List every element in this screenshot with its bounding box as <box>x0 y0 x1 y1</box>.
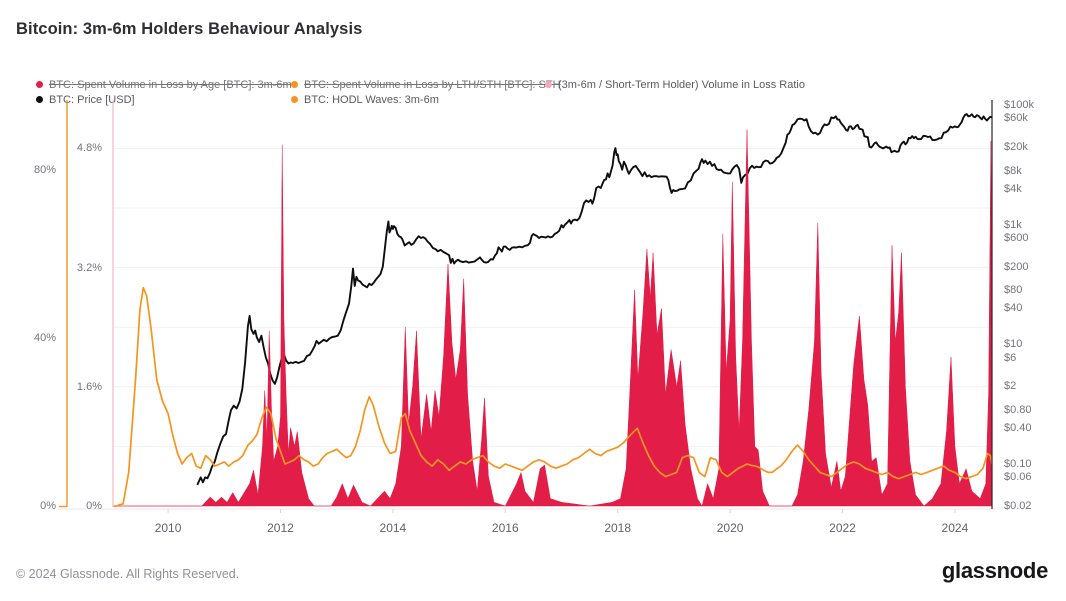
legend-item-2[interactable]: (3m-6m / Short-Term Holder) Volume in Lo… <box>545 78 805 91</box>
legend-dot-icon <box>291 96 298 103</box>
legend-item-0[interactable]: BTC: Spent Volume in Loss by Age [BTC]: … <box>36 78 292 91</box>
legend-item-label: BTC: HODL Waves: 3m-6m <box>304 93 439 106</box>
copyright-text: © 2024 Glassnode. All Rights Reserved. <box>16 567 240 581</box>
legend-dot-icon <box>545 81 552 88</box>
loss-ratio-area-series <box>113 129 992 507</box>
legend-dot-icon <box>291 81 298 88</box>
hodl-waves-line-series <box>113 286 992 508</box>
legend-item-label: BTC: Spent Volume in Loss by Age [BTC]: … <box>49 78 292 91</box>
legend-dot-icon <box>36 96 43 103</box>
legend-item-label: (3m-6m / Short-Term Holder) Volume in Lo… <box>558 78 805 91</box>
legend-item-1[interactable]: BTC: Spent Volume in Loss by LTH/STH [BT… <box>291 78 561 91</box>
price-line-series <box>196 113 992 486</box>
legend-item-4[interactable]: BTC: HODL Waves: 3m-6m <box>291 93 439 106</box>
page-title: Bitcoin: 3m-6m Holders Behaviour Analysi… <box>16 20 363 38</box>
legend-dot-icon <box>36 81 43 88</box>
legend-item-label: BTC: Spent Volume in Loss by LTH/STH [BT… <box>304 78 561 91</box>
glassnode-logo: glassnode <box>941 558 1048 583</box>
